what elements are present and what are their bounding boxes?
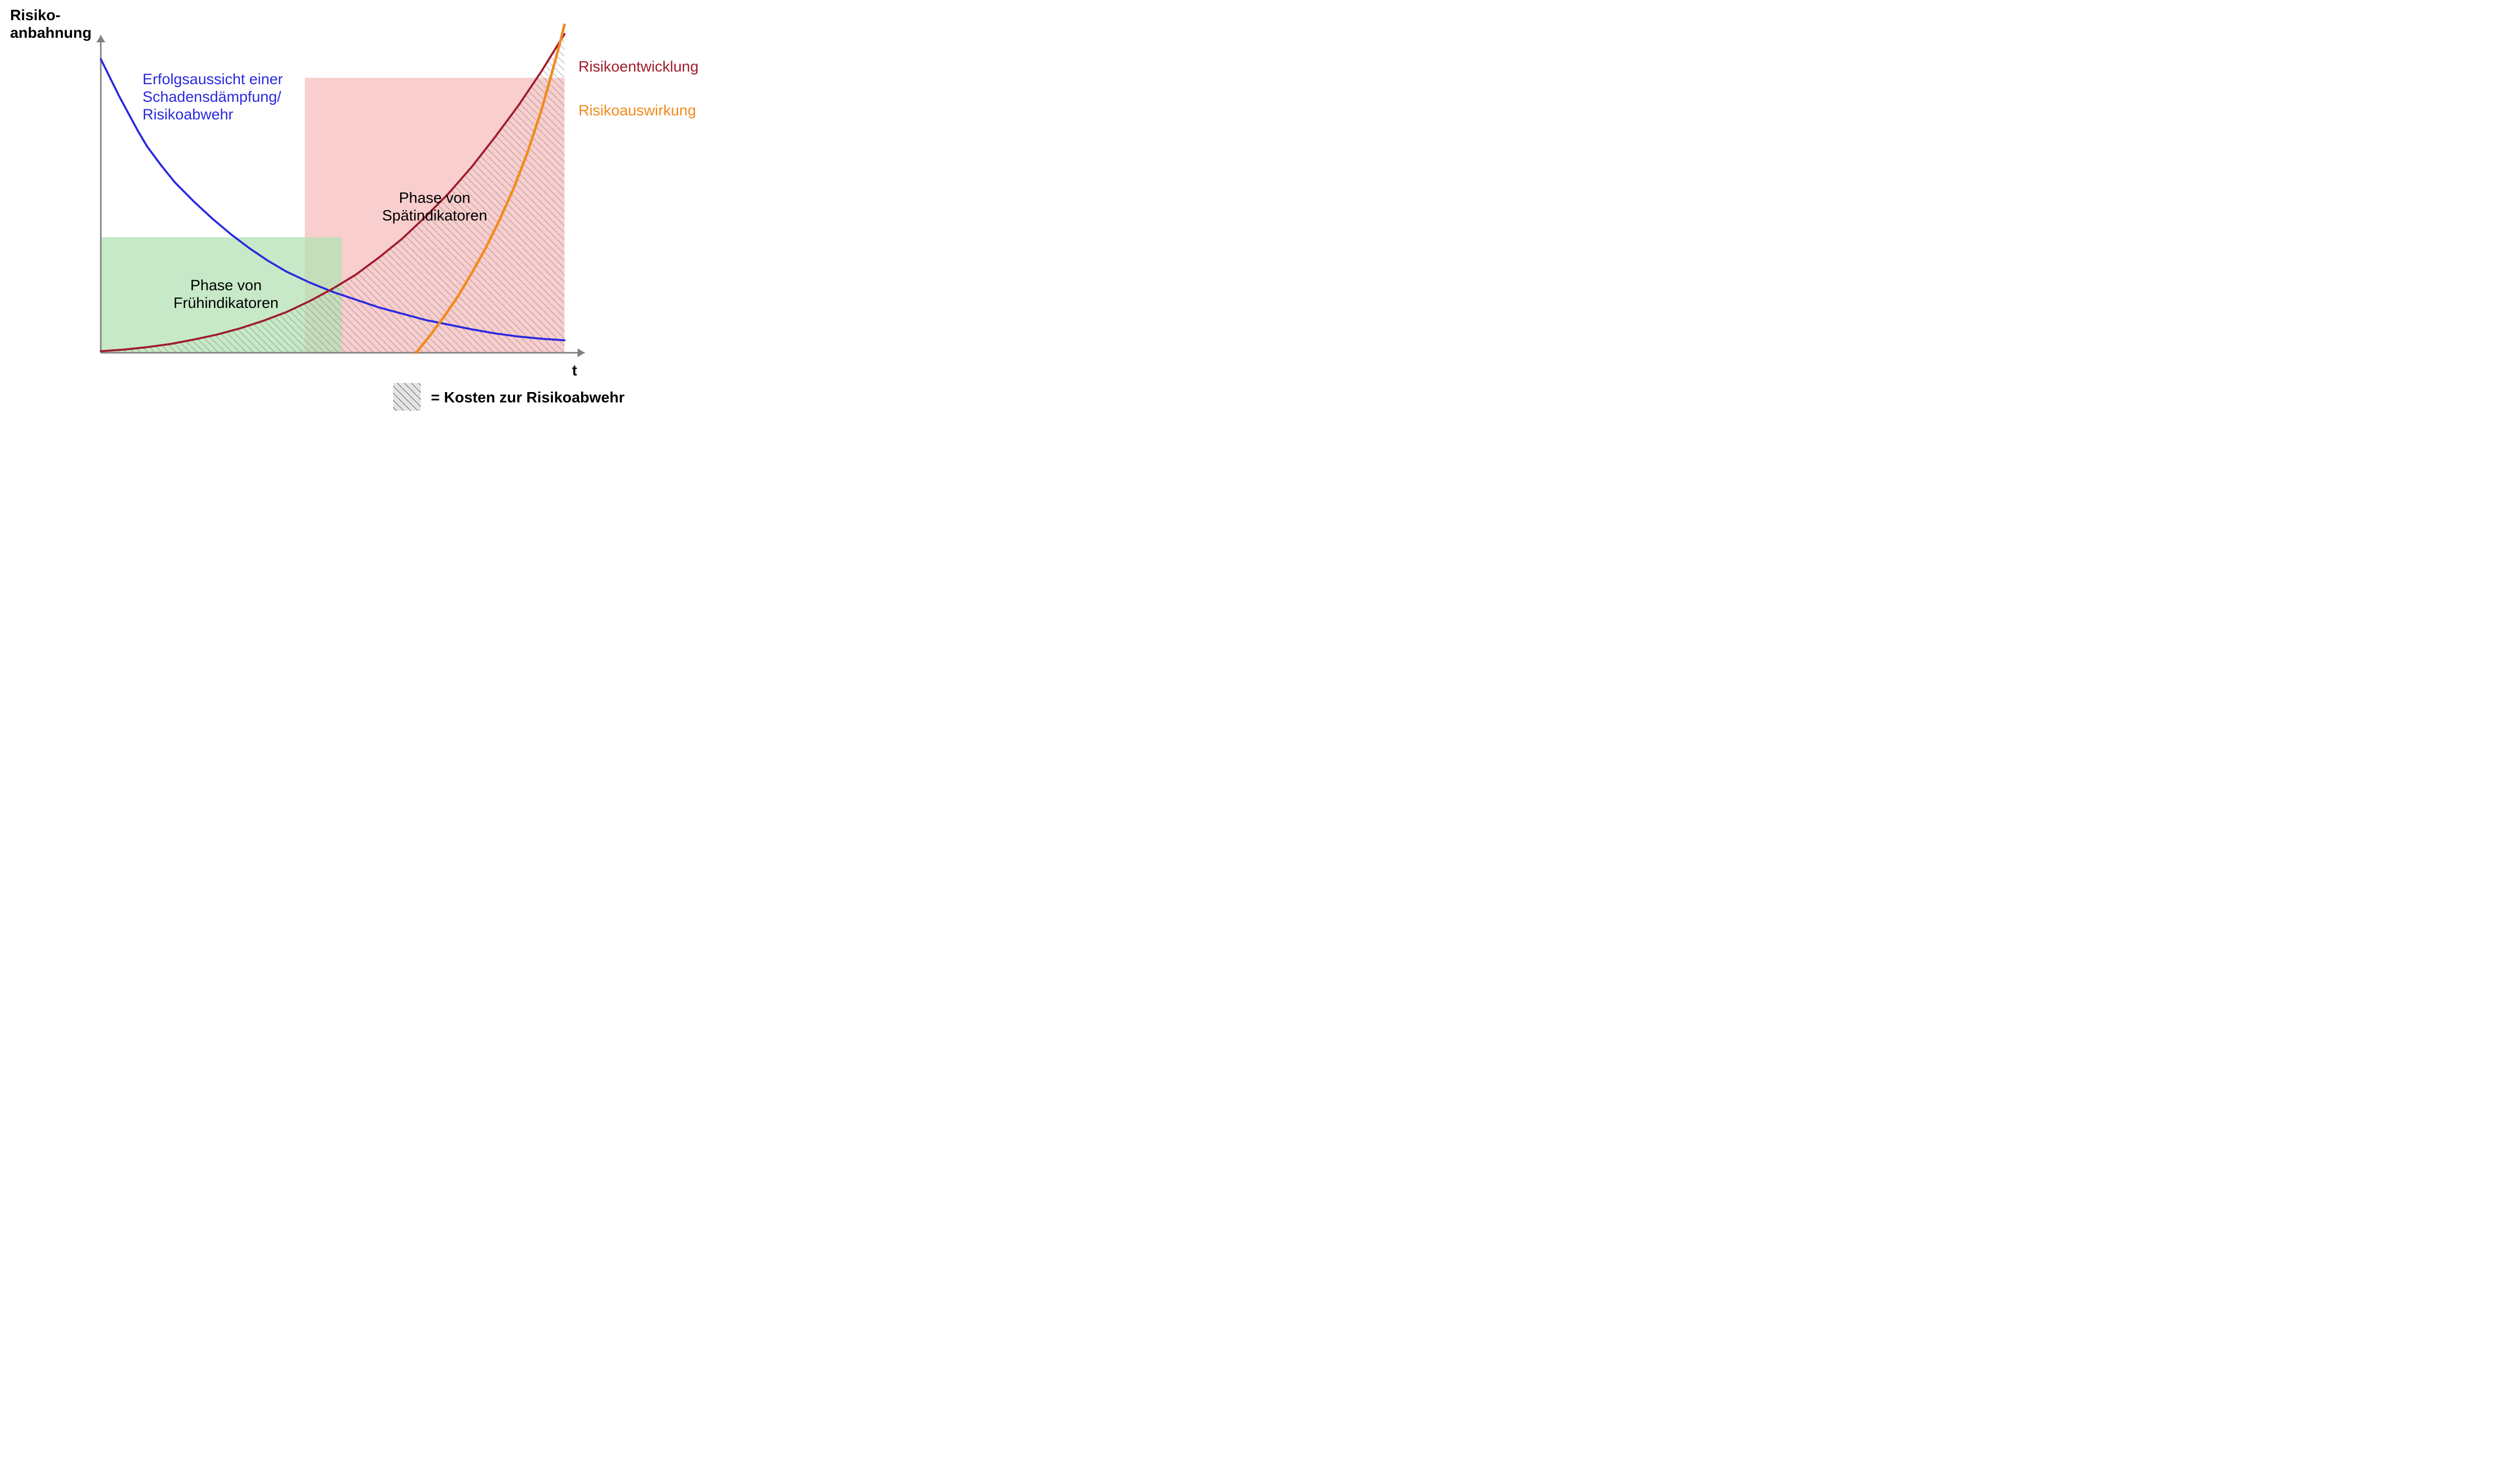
success-curve-label: Risikoabwehr bbox=[143, 106, 233, 123]
early-indicator-label: Phase von bbox=[191, 277, 262, 294]
legend-swatch-hatch bbox=[393, 383, 421, 411]
risk-indicator-chart: Risiko- anbahnung t Erfolgsaussicht eine… bbox=[0, 0, 756, 418]
risk-impact-label: Risikoauswirkung bbox=[579, 102, 696, 119]
y-axis-label: anbahnung bbox=[10, 25, 92, 41]
risk-dev-label: Risikoentwicklung bbox=[579, 58, 699, 75]
early-indicator-label: Frühindikatoren bbox=[173, 295, 278, 311]
success-curve-label: Schadensdämpfung/ bbox=[143, 89, 282, 105]
x-axis-label: t bbox=[572, 362, 577, 379]
late-indicator-label: Phase von bbox=[399, 189, 471, 206]
late-indicator-label: Spätindikatoren bbox=[382, 207, 487, 224]
y-axis-label: Risiko- bbox=[10, 7, 60, 24]
legend-text: = Kosten zur Risikoabwehr bbox=[431, 390, 625, 406]
success-curve-label: Erfolgsaussicht einer bbox=[143, 71, 283, 88]
